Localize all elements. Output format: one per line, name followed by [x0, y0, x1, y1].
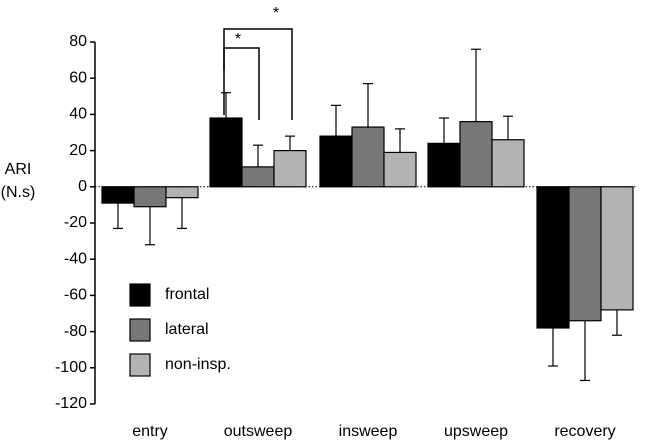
error-bar	[439, 117, 449, 144]
bar	[536, 186, 570, 329]
bar	[351, 126, 385, 188]
bar	[319, 135, 353, 188]
x-tick-label: outsweep	[224, 423, 293, 440]
significance-brackets	[223, 28, 293, 120]
error-bar	[331, 104, 341, 137]
y-tick-label: -100	[55, 359, 87, 376]
bar	[383, 151, 417, 188]
legend-swatch	[129, 353, 151, 377]
error-bar	[548, 327, 558, 367]
y-tick-label: 80	[69, 33, 87, 50]
bar	[101, 186, 135, 204]
error-bar	[503, 115, 513, 140]
error-bar	[221, 92, 231, 119]
error-bar	[363, 83, 373, 128]
bar	[491, 139, 525, 188]
x-tick-label: recovery	[554, 423, 615, 440]
legend-swatch	[129, 283, 151, 307]
error-bar	[113, 203, 123, 230]
error-bar	[612, 309, 622, 336]
legend-label: non-insp.	[165, 356, 231, 373]
bar	[427, 142, 461, 188]
bar	[568, 186, 602, 322]
bar	[600, 186, 634, 311]
y-tick-label: -20	[64, 214, 87, 231]
y-axis-label: ARI	[5, 161, 32, 178]
legend-swatch	[129, 318, 151, 342]
error-bar	[471, 48, 481, 122]
y-tick-label: 20	[69, 142, 87, 159]
y-tick-label: -40	[64, 250, 87, 267]
error-bar	[285, 135, 295, 151]
bar	[459, 121, 493, 188]
bar	[133, 186, 167, 208]
y-tick-label: 0	[78, 178, 87, 195]
significance-star: *	[273, 5, 279, 22]
bar	[165, 186, 199, 199]
x-tick-label: upsweep	[444, 423, 508, 440]
x-tick-label: entry	[132, 423, 168, 440]
error-bar	[580, 320, 590, 382]
bar	[273, 150, 307, 188]
y-axis-label: (N.s)	[1, 184, 36, 201]
y-tick-label: -60	[64, 287, 87, 304]
error-bar	[145, 206, 155, 246]
x-tick-label: insweep	[339, 423, 398, 440]
error-bar	[177, 197, 187, 230]
error-bar	[395, 128, 405, 153]
y-tick-label: 60	[69, 69, 87, 86]
bar	[241, 166, 275, 188]
legend-label: lateral	[165, 321, 209, 338]
significance-star: *	[235, 31, 241, 48]
y-tick-label: -80	[64, 323, 87, 340]
error-bar	[253, 144, 263, 167]
bar	[209, 117, 243, 188]
y-tick-label: 40	[69, 106, 87, 123]
legend-label: frontal	[165, 286, 209, 303]
y-tick-label: -120	[55, 395, 87, 412]
